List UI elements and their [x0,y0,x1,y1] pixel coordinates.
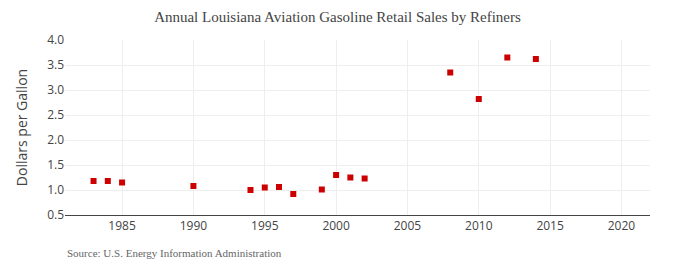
svg-text:Annual Louisiana Aviation Gaso: Annual Louisiana Aviation Gasoline Retai… [154,9,521,25]
svg-text:1.5: 1.5 [47,156,64,173]
svg-text:Dollars per Gallon: Dollars per Gallon [12,69,31,186]
svg-text:1985: 1985 [108,217,136,234]
svg-text:1.0: 1.0 [47,181,64,198]
svg-text:2.0: 2.0 [47,131,64,148]
svg-text:1995: 1995 [251,217,279,234]
svg-text:0.5: 0.5 [47,206,64,223]
svg-text:2010: 2010 [465,217,493,234]
svg-text:4.0: 4.0 [47,31,64,48]
svg-text:1990: 1990 [180,217,208,234]
svg-text:Source: U.S. Energy Informatio: Source: U.S. Energy Information Administ… [67,247,282,259]
svg-text:3.0: 3.0 [47,81,64,98]
svg-text:2015: 2015 [536,217,564,234]
svg-text:2000: 2000 [322,217,350,234]
svg-text:2.5: 2.5 [47,106,64,123]
svg-text:3.5: 3.5 [47,56,64,73]
svg-text:2020: 2020 [608,217,636,234]
svg-text:2005: 2005 [394,217,422,234]
